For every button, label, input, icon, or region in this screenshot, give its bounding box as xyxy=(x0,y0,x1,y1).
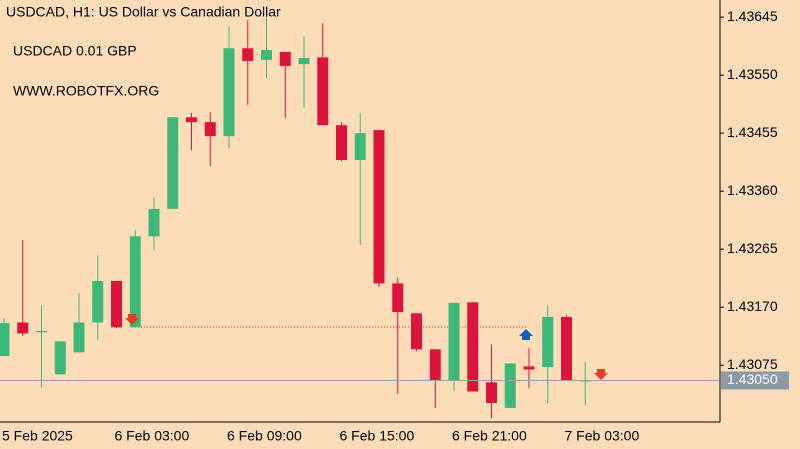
candle-body xyxy=(392,283,404,313)
x-tick-label: 6 Feb 09:00 xyxy=(227,428,302,444)
candle-body xyxy=(523,366,535,370)
candle-body xyxy=(354,133,366,161)
candle-body xyxy=(223,48,235,137)
candle-body xyxy=(486,382,497,404)
candle-body xyxy=(561,316,572,381)
y-tick-label: 1.43170 xyxy=(727,298,778,314)
candle-body xyxy=(336,125,347,161)
candle-body xyxy=(111,280,122,328)
candle-body xyxy=(0,323,10,357)
x-tick-label: 6 Feb 21:00 xyxy=(452,428,527,444)
candle-body xyxy=(317,57,329,126)
candle-body xyxy=(186,117,197,123)
candle-body xyxy=(17,322,29,334)
buy-arrow xyxy=(519,329,533,340)
x-tick-label: 6 Feb 15:00 xyxy=(340,428,415,444)
candle-body xyxy=(373,130,385,284)
candle-body xyxy=(129,236,141,328)
annotation: USDCAD 0.01 GBP xyxy=(13,43,137,59)
candle-body xyxy=(261,50,272,60)
y-tick-label: 1.43360 xyxy=(727,182,778,198)
candle-body xyxy=(204,122,216,137)
candle-body xyxy=(448,302,460,381)
candle-body xyxy=(279,51,291,66)
current-price-label: 1.43050 xyxy=(727,371,778,387)
candle-body xyxy=(167,117,179,209)
candle-body xyxy=(467,302,479,392)
candle-body xyxy=(36,331,47,333)
candle-body xyxy=(504,363,516,408)
y-tick-label: 1.43550 xyxy=(727,66,778,82)
sell-arrow xyxy=(594,369,608,380)
candle-body xyxy=(411,313,422,350)
annotation: WWW.ROBOTFX.ORG xyxy=(13,83,159,99)
candle-body xyxy=(298,58,310,65)
candle-body xyxy=(92,280,104,323)
chart-title: USDCAD, H1: US Dollar vs Canadian Dollar xyxy=(6,4,281,20)
candle-body xyxy=(73,322,85,353)
plot xyxy=(0,15,591,419)
x-tick-label: 6 Feb 03:00 xyxy=(115,428,190,444)
y-tick-label: 1.43645 xyxy=(727,8,778,24)
y-tick-label: 1.43265 xyxy=(727,240,778,256)
sell-arrow xyxy=(125,314,139,325)
current-price-box xyxy=(721,371,789,390)
candle-body xyxy=(429,349,441,381)
candle-body xyxy=(148,208,160,237)
x-tick-label: 7 Feb 03:00 xyxy=(565,428,640,444)
candle-body xyxy=(54,341,66,375)
x-tick-label: 5 Feb 2025 xyxy=(2,428,73,444)
y-tick-label: 1.43075 xyxy=(727,356,778,372)
y-tick-label: 1.43455 xyxy=(727,124,778,140)
candle-body xyxy=(542,316,554,368)
candle-body xyxy=(242,48,254,62)
